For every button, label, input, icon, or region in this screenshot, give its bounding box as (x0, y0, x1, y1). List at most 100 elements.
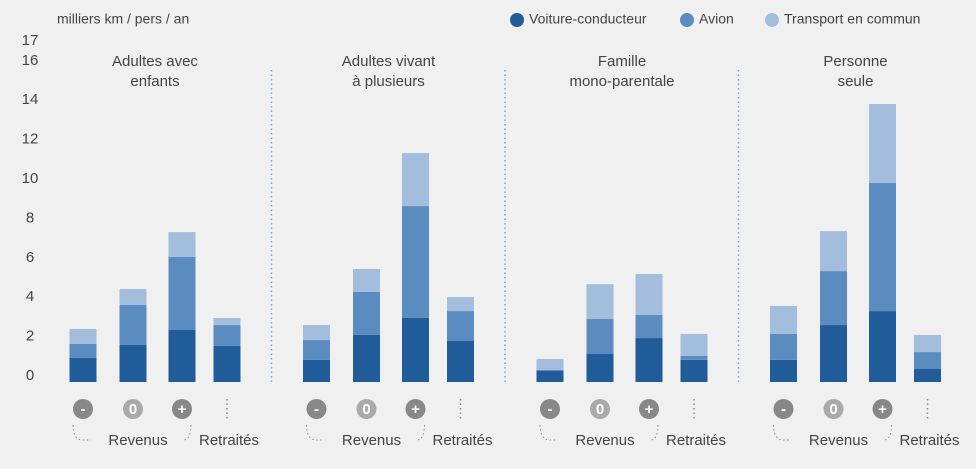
x-tick-label: + (645, 401, 654, 418)
bar-segment (536, 358, 564, 370)
income-icon (872, 399, 893, 419)
income-label: Revenus (575, 432, 634, 449)
bar-segment (680, 355, 708, 360)
income-icon (405, 399, 426, 419)
bar-segment (635, 338, 663, 382)
x-tick-label: - (314, 401, 319, 418)
income-label: Revenus (342, 432, 401, 449)
bar-segment (69, 343, 97, 358)
income-icon (172, 399, 192, 419)
y-tick-label: 6 (26, 249, 34, 266)
y-tick-label: 17 (22, 32, 39, 49)
bracket (649, 424, 659, 441)
legend-label: Avion (699, 11, 734, 27)
bar-segment (303, 340, 330, 360)
bar-segment (353, 268, 380, 292)
y-tick-label: 14 (22, 91, 39, 108)
bar-segment (69, 357, 97, 382)
retired-label: Retraités (199, 432, 259, 449)
y-tick-label: 4 (26, 288, 34, 305)
bar-segment (770, 305, 797, 334)
bar-segment (770, 333, 797, 360)
bracket (306, 424, 325, 441)
x-tick-label: - (548, 401, 553, 418)
bar-segment (820, 325, 847, 382)
bar-segment (353, 334, 380, 382)
y-tick-label: 8 (26, 209, 34, 226)
bar-segment (119, 304, 147, 345)
legend-swatch (510, 13, 524, 27)
bracket (416, 424, 425, 441)
group-label: enfants (130, 73, 179, 90)
y-tick-label: 2 (26, 328, 34, 345)
group-label: Adultes avec (112, 53, 198, 70)
income-icon (306, 399, 327, 419)
bracket (72, 424, 91, 441)
income-icon (590, 399, 610, 419)
x-tick-label: + (178, 401, 187, 418)
bar-segment (680, 359, 708, 382)
bar-segment (447, 341, 474, 382)
bar-segment (869, 104, 896, 184)
income-icon (73, 399, 93, 419)
bar-segment (586, 318, 614, 355)
bracket (883, 424, 892, 441)
bar-segment (820, 271, 847, 326)
legend-swatch (680, 13, 694, 27)
bar-segment (353, 291, 380, 335)
income-icon (123, 399, 143, 419)
bar-segment (447, 311, 474, 342)
y-tick-label: 0 (26, 367, 34, 384)
income-icon (540, 399, 560, 419)
bracket (539, 424, 558, 441)
bar-segment (680, 333, 708, 356)
x-tick-label: - (81, 401, 86, 418)
x-tick-label: 0 (129, 401, 137, 418)
bar-segment (536, 370, 564, 382)
bar-segment (119, 344, 147, 382)
income-label: Revenus (108, 432, 167, 449)
bar-segment (303, 359, 330, 382)
bar-segment (402, 206, 429, 318)
income-label: Revenus (809, 432, 868, 449)
income-icon (823, 399, 844, 419)
bar-segment (168, 232, 196, 257)
bar-segment (820, 231, 847, 272)
bar-segment (213, 345, 241, 382)
bar-segment (869, 311, 896, 382)
bar-segment (770, 359, 797, 382)
bar-segment (213, 325, 241, 346)
group-label: Famille (598, 53, 646, 70)
retired-label: Retraités (433, 432, 493, 449)
legend-label: Voiture-conducteur (529, 11, 647, 27)
bar-segment (914, 334, 941, 353)
x-tick-label: + (878, 401, 887, 418)
bar-segment (213, 317, 241, 326)
bar-segment (536, 369, 564, 371)
x-tick-label: 0 (596, 401, 604, 418)
income-icon (639, 399, 659, 419)
bracket (182, 424, 192, 441)
bar-segment (635, 274, 663, 316)
bar-segment (402, 317, 429, 382)
group-label: Adultes vivant (342, 53, 436, 70)
bar-segment (402, 153, 429, 207)
legend-label: Transport en commun (784, 11, 920, 27)
bar-segment (119, 289, 147, 305)
group-label: seule (838, 73, 874, 90)
bar-segment (168, 329, 196, 382)
group-label: à plusieurs (352, 73, 425, 90)
bar-segment (586, 284, 614, 319)
bar-segment (635, 315, 663, 339)
x-tick-label: 0 (362, 401, 370, 418)
bar-segment (914, 368, 941, 382)
group-label: Personne (823, 53, 887, 70)
x-tick-label: - (781, 401, 786, 418)
income-icon (356, 399, 377, 419)
bar-segment (586, 354, 614, 382)
bar-segment (168, 256, 196, 330)
y-tick-label: 16 (22, 52, 39, 69)
legend-swatch (765, 13, 779, 27)
y-tick-label: 12 (22, 131, 39, 148)
